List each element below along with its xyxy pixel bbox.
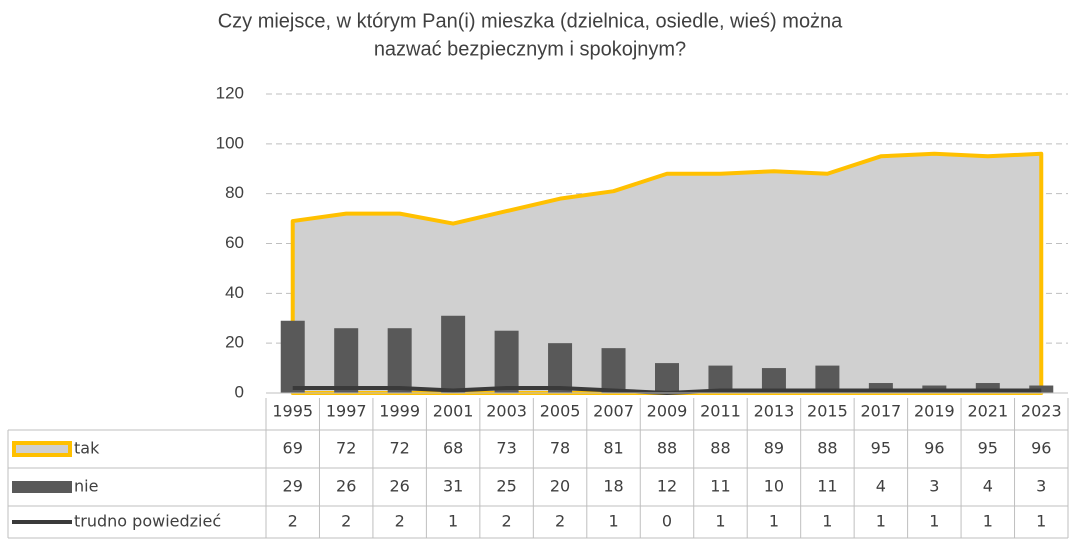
bar — [655, 363, 679, 393]
y-tick-label: 120 — [216, 83, 244, 102]
legend-label: trudno powiedzieć — [74, 512, 221, 531]
table-value: 2 — [288, 512, 298, 531]
bar — [280, 320, 305, 393]
x-tick-label: 2003 — [486, 402, 527, 421]
table-value: 25 — [496, 477, 516, 496]
table-value: 11 — [817, 477, 837, 496]
legend-label: nie — [74, 477, 98, 496]
table-value: 10 — [764, 477, 784, 496]
table-value: 72 — [336, 439, 356, 458]
table-value: 3 — [1036, 477, 1046, 496]
table-value: 1 — [608, 512, 618, 531]
table-value: 0 — [662, 512, 672, 531]
table-value: 18 — [603, 477, 623, 496]
table-value: 29 — [283, 477, 303, 496]
bar — [601, 348, 626, 393]
table-value: 20 — [550, 477, 570, 496]
table-value: 26 — [336, 477, 356, 496]
table-value: 3 — [929, 477, 939, 496]
table-value: 68 — [443, 439, 463, 458]
bar — [708, 365, 733, 393]
table-value: 88 — [657, 439, 677, 458]
y-tick-label: 40 — [225, 283, 244, 302]
table-value: 1 — [876, 512, 886, 531]
y-tick-label: 20 — [225, 333, 244, 352]
x-tick-label: 2001 — [433, 402, 474, 421]
x-tick-label: 2023 — [1021, 402, 1062, 421]
x-tick-label: 1997 — [326, 402, 367, 421]
bar — [975, 383, 1000, 393]
table-value: 4 — [983, 477, 993, 496]
table-value: 72 — [389, 439, 409, 458]
y-tick-label: 100 — [216, 133, 244, 152]
bar — [387, 328, 412, 393]
table-value: 1 — [822, 512, 832, 531]
table-value: 96 — [924, 439, 944, 458]
x-tick-label: 2007 — [593, 402, 634, 421]
table-value: 88 — [817, 439, 837, 458]
y-tick-label: 0 — [235, 382, 244, 401]
table-value: 2 — [395, 512, 405, 531]
table-value: 95 — [871, 439, 891, 458]
table-value: 78 — [550, 439, 570, 458]
table-value: 1 — [715, 512, 725, 531]
x-tick-label: 2017 — [861, 402, 902, 421]
bar — [494, 330, 519, 393]
table-value: 95 — [978, 439, 998, 458]
table-value: 1 — [1036, 512, 1046, 531]
chart-title: nazwać bezpiecznym i spokojnym? — [374, 38, 686, 60]
table-value: 12 — [657, 477, 677, 496]
table-value: 89 — [764, 439, 784, 458]
x-tick-label: 1995 — [272, 402, 313, 421]
table-value: 69 — [283, 439, 303, 458]
table-value: 11 — [710, 477, 730, 496]
table-value: 1 — [983, 512, 993, 531]
bar — [868, 383, 893, 393]
bar — [334, 328, 359, 393]
table-value: 2 — [555, 512, 565, 531]
bar — [548, 343, 573, 393]
area — [290, 151, 1044, 395]
table-value: 31 — [443, 477, 463, 496]
legend-key — [12, 481, 72, 493]
chart-title: Czy miejsce, w którym Pan(i) mieszka (dz… — [218, 10, 843, 32]
table-value: 4 — [876, 477, 886, 496]
table-value: 2 — [502, 512, 512, 531]
x-tick-label: 2015 — [807, 402, 848, 421]
table-value: 1 — [448, 512, 458, 531]
table-value: 1 — [929, 512, 939, 531]
y-tick-label: 80 — [225, 183, 244, 202]
x-tick-label: 2009 — [647, 402, 688, 421]
bar — [441, 315, 466, 393]
table-value: 88 — [710, 439, 730, 458]
table-value: 1 — [769, 512, 779, 531]
table-value: 73 — [496, 439, 516, 458]
legend-key — [12, 441, 72, 457]
x-tick-label: 2005 — [540, 402, 581, 421]
x-tick-label: 1999 — [379, 402, 420, 421]
table-value: 81 — [603, 439, 623, 458]
x-tick-label: 2013 — [754, 402, 795, 421]
y-tick-label: 60 — [225, 233, 244, 252]
x-tick-label: 2011 — [700, 402, 741, 421]
x-tick-label: 2019 — [914, 402, 955, 421]
x-tick-label: 2021 — [967, 402, 1008, 421]
legend-label: tak — [74, 439, 100, 458]
table-value: 26 — [389, 477, 409, 496]
table-value: 96 — [1031, 439, 1051, 458]
bar — [815, 365, 840, 393]
table-value: 2 — [341, 512, 351, 531]
